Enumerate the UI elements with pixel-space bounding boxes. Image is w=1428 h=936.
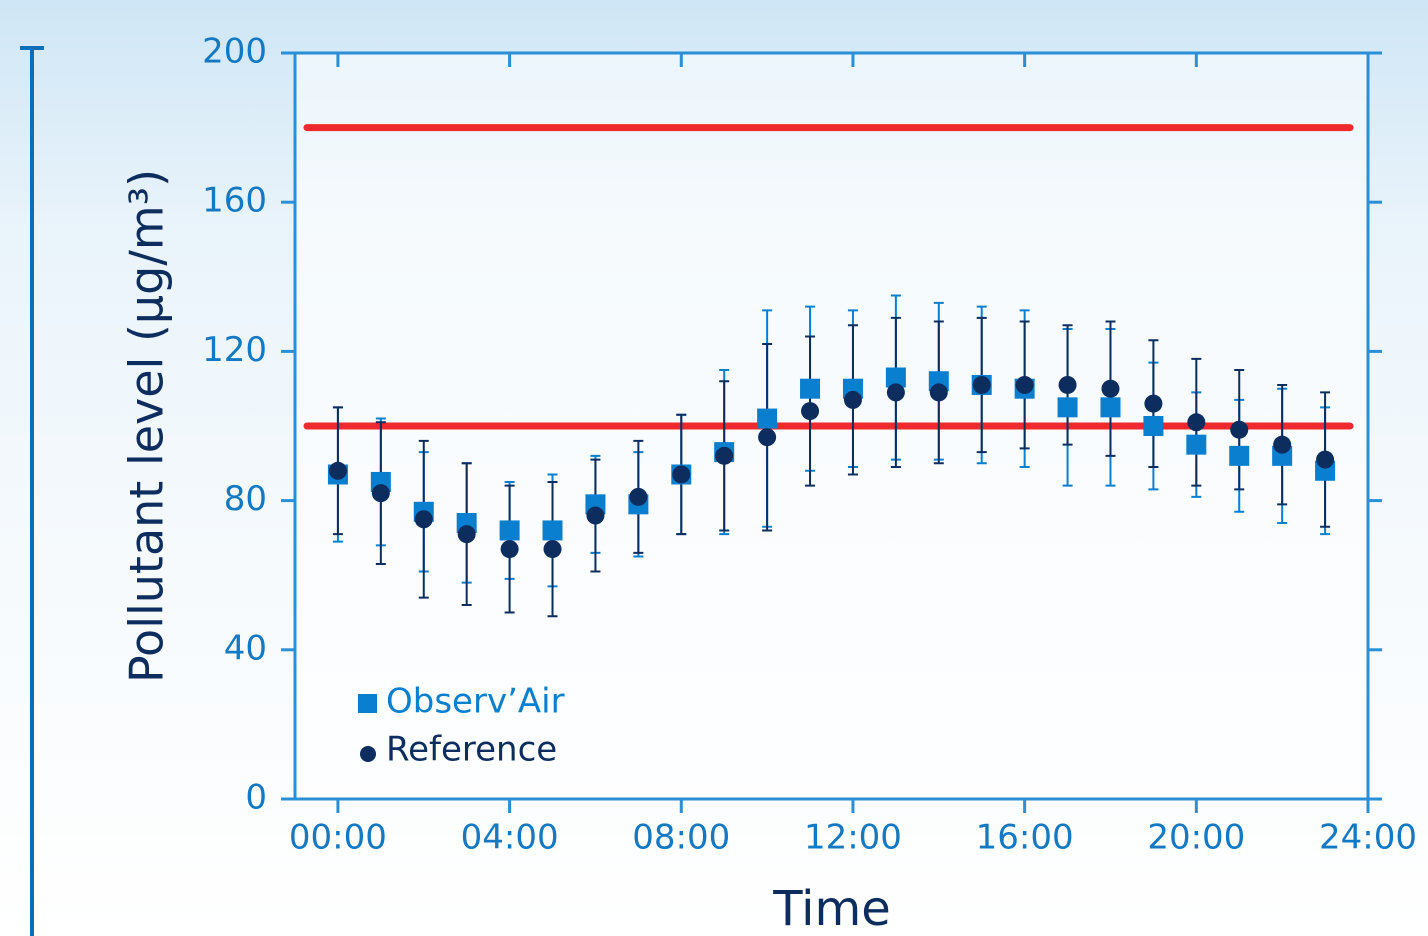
x-tick-label: 16:00 (976, 818, 1074, 858)
x-axis-label: Time (772, 881, 890, 936)
point (1273, 435, 1292, 454)
decor-line (20, 46, 44, 936)
point (586, 506, 605, 525)
point (1316, 450, 1335, 469)
point (414, 510, 433, 529)
point (1230, 420, 1249, 439)
legend-label: Observ’Air (386, 682, 565, 722)
y-tick-label: 80 (224, 479, 267, 519)
y-tick-label: 0 (245, 778, 267, 818)
point (886, 383, 905, 402)
x-tick-label: 12:00 (804, 818, 902, 858)
point (542, 520, 563, 541)
point (1015, 375, 1034, 394)
y-tick-label: 160 (202, 181, 267, 221)
point (1057, 397, 1078, 418)
x-tick-label: 20:00 (1147, 818, 1245, 858)
point (758, 428, 777, 447)
point (757, 408, 778, 429)
point (843, 390, 862, 409)
point (972, 375, 991, 394)
y-tick-label: 40 (224, 628, 267, 668)
point (1143, 416, 1164, 436)
legend-label: Reference (386, 730, 557, 770)
point (499, 520, 520, 541)
y-tick-label: 120 (202, 330, 267, 370)
legend-marker (360, 746, 376, 762)
point (371, 484, 390, 503)
point (629, 487, 648, 506)
point (1100, 397, 1121, 418)
x-tick-label: 24:00 (1319, 818, 1417, 858)
x-tick-label: 04:00 (461, 818, 559, 858)
y-tick-label: 200 (202, 32, 267, 72)
point (1101, 379, 1120, 398)
point (1186, 434, 1207, 455)
point (800, 378, 821, 399)
point (715, 446, 734, 465)
y-axis-label: Pollutant level (µg/m³) (120, 169, 174, 683)
point (500, 540, 519, 559)
point (1058, 375, 1077, 394)
point (1229, 445, 1250, 466)
point (457, 525, 476, 544)
x-tick-label: 08:00 (632, 818, 730, 858)
legend-marker (358, 694, 377, 713)
point (543, 540, 562, 559)
point (1187, 413, 1206, 432)
point (929, 383, 948, 402)
point (1144, 394, 1163, 413)
point (801, 402, 820, 421)
point (672, 465, 691, 484)
x-tick-label: 00:00 (289, 818, 387, 858)
point (328, 461, 347, 480)
point (885, 367, 906, 388)
